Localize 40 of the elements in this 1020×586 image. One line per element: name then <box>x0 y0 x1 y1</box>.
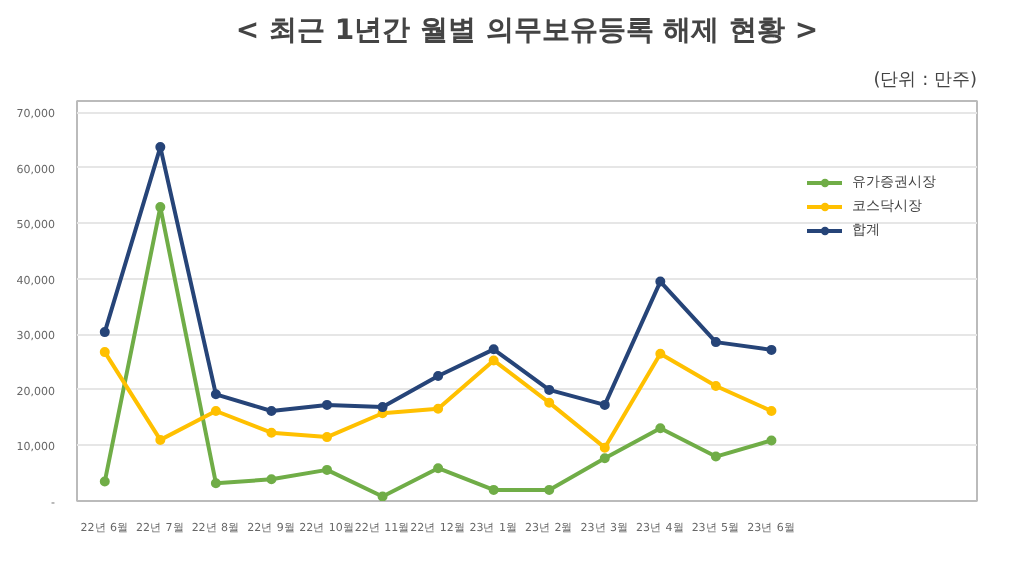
point <box>155 142 166 153</box>
point <box>766 435 777 446</box>
point <box>433 371 444 381</box>
point <box>99 327 110 338</box>
point <box>710 381 721 391</box>
text: (단위 : 만주) <box>873 71 978 91</box>
point <box>655 348 666 359</box>
point <box>266 474 277 485</box>
point <box>544 384 555 395</box>
chart-title: < 최근 1년간 월별 의무보유등록 해제 현황 > <box>235 15 819 47</box>
point <box>210 389 221 400</box>
point <box>99 476 110 487</box>
point <box>710 337 721 348</box>
point <box>488 484 499 495</box>
point <box>655 276 666 287</box>
point <box>766 406 777 416</box>
point <box>210 478 221 489</box>
point <box>210 406 221 416</box>
point <box>377 402 388 413</box>
point <box>599 453 610 464</box>
point <box>766 344 777 355</box>
point <box>488 355 499 366</box>
point <box>377 491 388 501</box>
point <box>322 432 332 443</box>
point <box>710 451 721 462</box>
point <box>433 403 444 414</box>
point <box>488 344 499 355</box>
point <box>433 463 444 474</box>
point <box>266 427 277 438</box>
point <box>599 399 610 410</box>
point <box>599 442 610 453</box>
point <box>155 202 166 213</box>
point <box>322 464 332 475</box>
point <box>544 484 555 495</box>
point <box>155 434 166 445</box>
point <box>544 397 555 408</box>
point <box>655 423 666 434</box>
point <box>322 399 332 410</box>
point <box>266 406 277 416</box>
point <box>99 347 110 358</box>
